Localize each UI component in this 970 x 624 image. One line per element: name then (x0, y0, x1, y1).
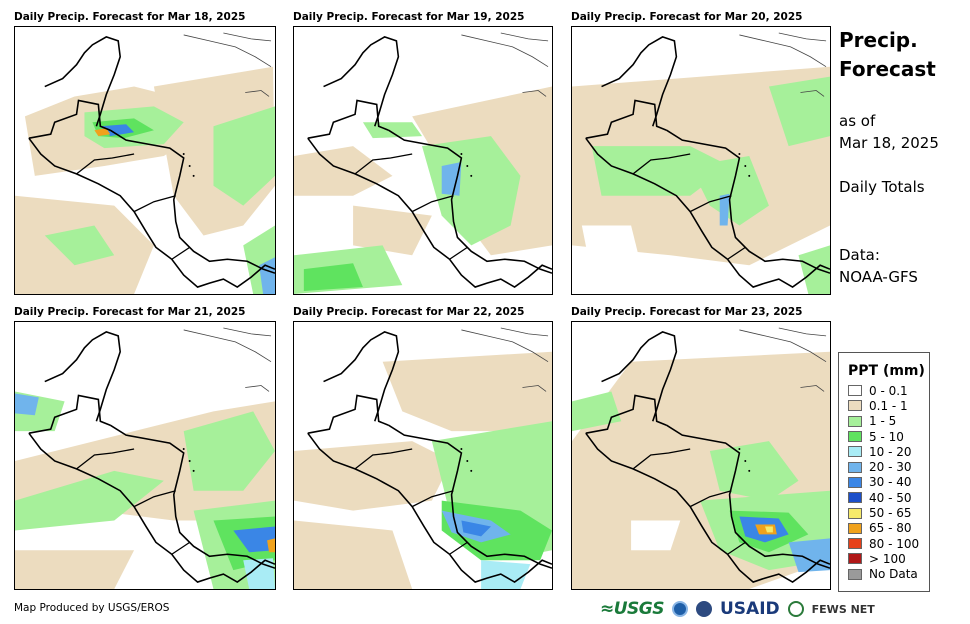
title-line-2: Forecast (839, 57, 936, 81)
map-panel-mar20 (571, 26, 831, 295)
legend-label: 30 - 40 (869, 475, 912, 490)
legend-swatch (848, 400, 862, 412)
legend-label: > 100 (869, 551, 906, 566)
title-line-1: Precip. (839, 28, 918, 52)
legend-item: No Data (839, 567, 929, 582)
panel-title-mar22: Daily Precip. Forecast for Mar 22, 2025 (293, 306, 525, 318)
panel-title-mar20: Daily Precip. Forecast for Mar 20, 2025 (571, 11, 803, 23)
legend-label: 10 - 20 (869, 444, 912, 459)
legend-swatch (848, 553, 862, 565)
legend-swatch (848, 476, 862, 488)
legend-item: 5 - 10 (839, 429, 929, 444)
as-of-line-1: as of (839, 112, 876, 130)
legend-swatch (848, 461, 862, 473)
legend-label: 5 - 10 (869, 429, 904, 444)
legend-item: 50 - 65 (839, 505, 929, 520)
usgs-logo: ≈USGS (600, 599, 665, 619)
legend-label: 0 - 0.1 (869, 383, 908, 398)
legend-item: 65 - 80 (839, 521, 929, 536)
legend-label: 0.1 - 1 (869, 398, 908, 413)
legend-swatch (848, 446, 862, 458)
legend-item: 30 - 40 (839, 475, 929, 490)
map-panel-mar22 (293, 321, 553, 590)
legend-swatch (848, 538, 862, 550)
legend-label: 40 - 50 (869, 490, 912, 505)
map-panel-mar23 (571, 321, 831, 590)
usaid-seal-icon (696, 601, 712, 617)
legend-swatch (848, 385, 862, 397)
agency-logos: ≈USGS USAID FEWS NET (600, 596, 875, 622)
data-source: Data: NOAA-GFS (839, 244, 918, 288)
legend-label: 65 - 80 (869, 521, 912, 536)
legend-item: > 100 (839, 551, 929, 566)
as-of-date: Mar 18, 2025 (839, 134, 939, 152)
legend-item: 40 - 50 (839, 490, 929, 505)
forecast-title: Precip. Forecast (839, 26, 936, 84)
legend-label: 20 - 30 (869, 460, 912, 475)
legend-label: 50 - 65 (869, 506, 912, 521)
legend-item: 0.1 - 1 (839, 398, 929, 413)
legend-label: No Data (869, 567, 918, 582)
map-panel-mar21 (14, 321, 276, 590)
fews-globe-icon (787, 601, 804, 617)
panel-title-mar23: Daily Precip. Forecast for Mar 23, 2025 (571, 306, 803, 318)
legend-title: PPT (mm) (848, 363, 925, 379)
usaid-logo: USAID (720, 599, 780, 619)
fews-net-logo: FEWS NET (811, 602, 875, 616)
map-panel-mar18 (14, 26, 276, 295)
as-of-label: as of Mar 18, 2025 (839, 110, 939, 154)
legend-swatch (848, 431, 862, 443)
noaa-logo-icon (672, 601, 688, 617)
legend-item: 80 - 100 (839, 536, 929, 551)
legend-item: 1 - 5 (839, 414, 929, 429)
legend-swatch (848, 492, 862, 504)
panel-title-mar19: Daily Precip. Forecast for Mar 19, 2025 (293, 11, 525, 23)
legend-item: 20 - 30 (839, 459, 929, 474)
legend-swatch (848, 522, 862, 534)
legend-swatch (848, 507, 862, 519)
data-line-2: NOAA-GFS (839, 268, 918, 286)
data-line-1: Data: (839, 246, 880, 264)
legend-item: 10 - 20 (839, 444, 929, 459)
daily-totals-label: Daily Totals (839, 178, 925, 196)
legend-label: 1 - 5 (869, 414, 897, 429)
panel-title-mar21: Daily Precip. Forecast for Mar 21, 2025 (14, 306, 246, 318)
map-panel-mar19 (293, 26, 553, 295)
legend-swatch (848, 415, 862, 427)
legend-swatch (848, 568, 862, 580)
legend-item: 0 - 0.1 (839, 383, 929, 398)
legend-label: 80 - 100 (869, 536, 920, 551)
panel-title-mar18: Daily Precip. Forecast for Mar 18, 2025 (14, 11, 246, 23)
map-credit: Map Produced by USGS/EROS (14, 602, 170, 614)
